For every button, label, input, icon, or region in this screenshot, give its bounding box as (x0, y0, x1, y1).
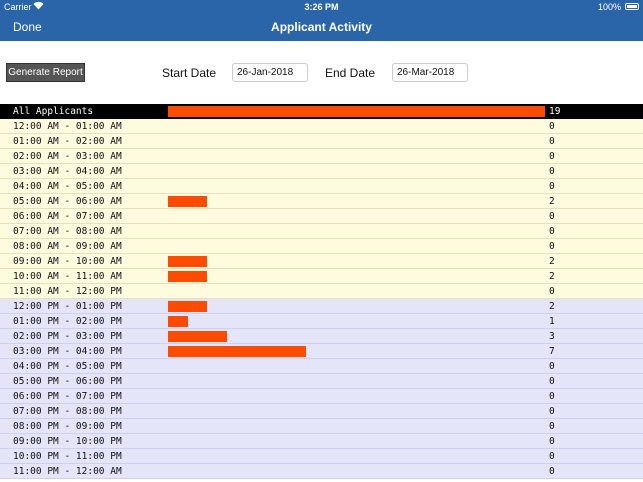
hour-label: 09:00 PM - 10:00 PM (13, 436, 122, 447)
hour-label: 05:00 AM - 06:00 AM (13, 196, 122, 207)
hour-count: 0 (549, 391, 555, 402)
hour-label: 06:00 AM - 07:00 AM (13, 211, 122, 222)
hour-count: 2 (549, 301, 555, 312)
hour-count: 0 (549, 241, 555, 252)
hour-label: 09:00 AM - 10:00 AM (13, 256, 122, 267)
generate-report-button[interactable]: Generate Report (6, 63, 85, 82)
battery-percent: 100% (597, 2, 621, 12)
total-bar (168, 106, 545, 117)
hour-row: 02:00 AM - 03:00 AM 0 (0, 149, 643, 164)
hour-count: 0 (549, 436, 555, 447)
hour-label: 02:00 PM - 03:00 PM (13, 331, 122, 342)
activity-bar (168, 331, 227, 342)
hour-label: 10:00 AM - 11:00 AM (13, 271, 122, 282)
hour-label: 08:00 PM - 09:00 PM (13, 421, 122, 432)
hour-row: 11:00 PM - 12:00 AM 0 (0, 464, 643, 479)
hour-label: 07:00 AM - 08:00 AM (13, 226, 122, 237)
hour-count: 0 (549, 136, 555, 147)
activity-bar (168, 301, 207, 312)
hour-row: 08:00 PM - 09:00 PM 0 (0, 419, 643, 434)
hour-count: 3 (549, 331, 555, 342)
hour-row: 03:00 AM - 04:00 AM 0 (0, 164, 643, 179)
done-button[interactable]: Done (13, 20, 42, 34)
hour-row: 04:00 PM - 05:00 PM 0 (0, 359, 643, 374)
total-row: All Applicants 19 (0, 104, 643, 119)
hour-row: 09:00 AM - 10:00 AM 2 (0, 254, 643, 269)
carrier-label: Carrier (4, 2, 32, 12)
hour-label: 03:00 AM - 04:00 AM (13, 166, 122, 177)
hour-row: 05:00 AM - 06:00 AM 2 (0, 194, 643, 209)
hour-label: 04:00 AM - 05:00 AM (13, 181, 122, 192)
hour-row: 12:00 PM - 01:00 PM 2 (0, 299, 643, 314)
activity-bar (168, 256, 207, 267)
total-label: All Applicants (13, 106, 94, 117)
hour-row: 09:00 PM - 10:00 PM 0 (0, 434, 643, 449)
hour-label: 05:00 PM - 06:00 PM (13, 376, 122, 387)
end-date-field[interactable]: 26-Mar-2018 (392, 63, 468, 82)
hour-count: 0 (549, 151, 555, 162)
hour-label: 12:00 PM - 01:00 PM (13, 301, 122, 312)
end-date-label: End Date (325, 66, 376, 80)
hour-row: 06:00 AM - 07:00 AM 0 (0, 209, 643, 224)
hour-label: 03:00 PM - 04:00 PM (13, 346, 122, 357)
wifi-icon (33, 1, 44, 12)
hour-count: 0 (549, 211, 555, 222)
hour-count: 0 (549, 286, 555, 297)
hour-label: 01:00 AM - 02:00 AM (13, 136, 122, 147)
navigation-bar: Done Applicant Activity (0, 14, 643, 41)
hour-label: 06:00 PM - 07:00 PM (13, 391, 122, 402)
hour-label: 02:00 AM - 03:00 AM (13, 151, 122, 162)
page-title: Applicant Activity (271, 20, 372, 34)
hour-label: 07:00 PM - 08:00 PM (13, 406, 122, 417)
battery-icon (625, 3, 639, 10)
hour-row: 07:00 AM - 08:00 AM 0 (0, 224, 643, 239)
activity-table: All Applicants 19 12:00 AM - 01:00 AM 0 01… (0, 104, 643, 479)
hour-row: 06:00 PM - 07:00 PM 0 (0, 389, 643, 404)
hour-count: 0 (549, 181, 555, 192)
hour-label: 11:00 PM - 12:00 AM (13, 466, 122, 477)
hour-row: 10:00 PM - 11:00 PM 0 (0, 449, 643, 464)
hour-count: 0 (549, 466, 555, 477)
hour-count: 2 (549, 196, 555, 207)
report-controls: Generate Report Start Date 26-Jan-2018 E… (0, 41, 643, 103)
hour-count: 0 (549, 376, 555, 387)
hour-count: 0 (549, 166, 555, 177)
status-time: 3:26 PM (304, 2, 339, 12)
hour-count: 2 (549, 256, 555, 267)
hour-count: 0 (549, 121, 555, 132)
hour-label: 11:00 AM - 12:00 PM (13, 286, 122, 297)
hour-count: 7 (549, 346, 555, 357)
activity-bar (168, 271, 207, 282)
hour-row: 08:00 AM - 09:00 AM 0 (0, 239, 643, 254)
hour-label: 01:00 PM - 02:00 PM (13, 316, 122, 327)
hour-count: 0 (549, 451, 555, 462)
hour-count: 0 (549, 421, 555, 432)
hour-row: 01:00 AM - 02:00 AM 0 (0, 134, 643, 149)
hour-label: 04:00 PM - 05:00 PM (13, 361, 122, 372)
hour-row: 07:00 PM - 08:00 PM 0 (0, 404, 643, 419)
activity-bar (168, 316, 188, 327)
hour-row: 01:00 PM - 02:00 PM 1 (0, 314, 643, 329)
hour-label: 12:00 AM - 01:00 AM (13, 121, 122, 132)
status-bar: Carrier 3:26 PM 100% (0, 0, 643, 14)
hour-row: 12:00 AM - 01:00 AM 0 (0, 119, 643, 134)
activity-bar (168, 196, 207, 207)
hour-count: 0 (549, 361, 555, 372)
hour-count: 1 (549, 316, 555, 327)
start-date-field[interactable]: 26-Jan-2018 (232, 63, 308, 82)
hour-count: 2 (549, 271, 555, 282)
hour-row: 10:00 AM - 11:00 AM 2 (0, 269, 643, 284)
start-date-label: Start Date (162, 66, 217, 80)
hour-row: 02:00 PM - 03:00 PM 3 (0, 329, 643, 344)
activity-bar (168, 346, 306, 357)
hour-row: 03:00 PM - 04:00 PM 7 (0, 344, 643, 359)
hour-count: 0 (549, 226, 555, 237)
hour-label: 08:00 AM - 09:00 AM (13, 241, 122, 252)
hour-row: 04:00 AM - 05:00 AM 0 (0, 179, 643, 194)
hour-count: 0 (549, 406, 555, 417)
hour-row: 11:00 AM - 12:00 PM 0 (0, 284, 643, 299)
hour-row: 05:00 PM - 06:00 PM 0 (0, 374, 643, 389)
total-count: 19 (549, 106, 561, 117)
hour-label: 10:00 PM - 11:00 PM (13, 451, 122, 462)
